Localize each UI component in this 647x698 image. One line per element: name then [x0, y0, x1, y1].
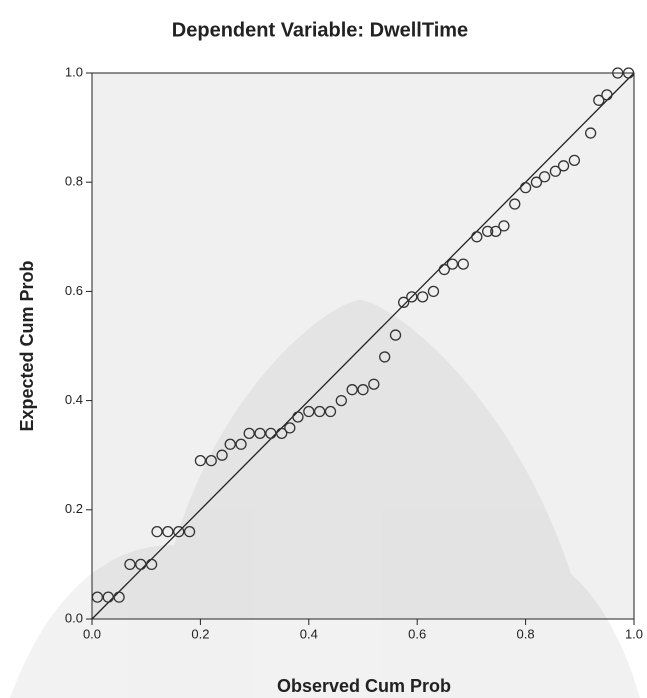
point	[124, 558, 136, 571]
point	[438, 263, 450, 276]
point	[389, 329, 402, 341]
point	[519, 182, 532, 194]
point	[397, 296, 410, 308]
point	[584, 127, 597, 139]
point	[471, 231, 483, 243]
point	[549, 165, 562, 177]
point	[243, 427, 255, 440]
point	[173, 525, 185, 538]
point	[482, 225, 494, 237]
point	[568, 154, 581, 167]
point	[303, 405, 315, 418]
point	[601, 89, 613, 101]
point	[205, 455, 217, 467]
chart-title: Dependent Variable: DwellTime	[172, 19, 468, 41]
point	[509, 198, 521, 210]
point	[276, 427, 288, 440]
x-tick-label: 0.8	[517, 626, 535, 641]
x-tick-label: 1.0	[625, 626, 643, 641]
point	[224, 438, 236, 450]
point	[357, 384, 369, 396]
point	[490, 225, 502, 237]
y-tick-label: 1.0	[65, 64, 83, 79]
point	[379, 351, 391, 363]
point	[91, 591, 104, 603]
point	[406, 291, 418, 303]
point	[324, 405, 337, 418]
point	[622, 67, 635, 79]
point	[313, 405, 326, 418]
y-tick-label: 0.2	[65, 501, 83, 516]
point	[113, 591, 125, 603]
point	[612, 67, 624, 79]
y-tick-label: 0.6	[65, 283, 83, 298]
x-axis-label: Observed Cum Prob	[277, 676, 451, 696]
point	[292, 411, 304, 423]
point	[102, 591, 114, 603]
watermark	[10, 300, 640, 698]
point	[183, 525, 196, 538]
x-tick-label: 0.0	[83, 626, 101, 641]
point	[427, 285, 440, 298]
point	[194, 455, 207, 467]
point	[530, 176, 543, 188]
point	[151, 525, 163, 538]
point	[135, 558, 147, 571]
point	[284, 422, 296, 434]
x-tick-label: 0.4	[300, 626, 318, 641]
x-tick-label: 0.2	[191, 626, 209, 641]
point	[335, 394, 347, 407]
y-tick-label: 0.8	[65, 174, 83, 189]
point	[593, 94, 605, 106]
point	[457, 258, 469, 270]
point	[557, 160, 570, 172]
point	[216, 449, 228, 461]
x-tick-label: 0.6	[408, 626, 426, 641]
y-axis-label: Expected Cum Prob	[17, 260, 37, 431]
point	[346, 384, 358, 396]
point	[265, 427, 277, 440]
y-tick-label: 0.0	[65, 610, 83, 625]
point	[235, 438, 247, 450]
point	[162, 525, 174, 538]
point	[145, 558, 158, 571]
point	[498, 220, 510, 232]
point	[446, 258, 459, 270]
point	[538, 171, 551, 183]
y-tick-label: 0.4	[65, 392, 83, 407]
point	[254, 427, 266, 440]
point	[368, 378, 380, 390]
point	[416, 291, 429, 303]
